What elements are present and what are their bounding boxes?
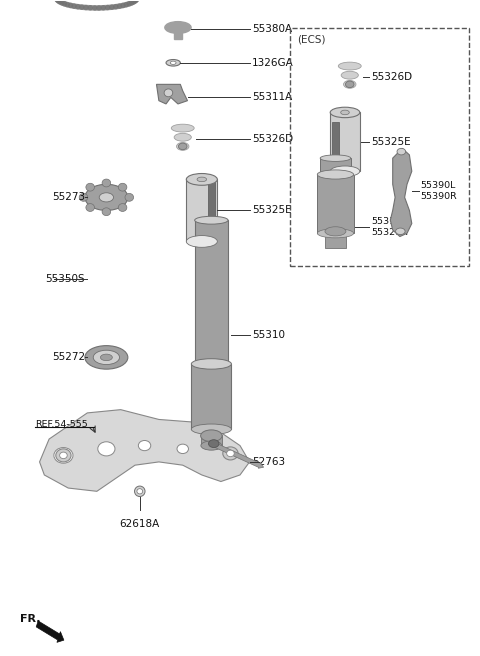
- Bar: [317, 174, 354, 234]
- Ellipse shape: [338, 62, 361, 70]
- Bar: [320, 158, 351, 181]
- FancyArrow shape: [36, 621, 64, 642]
- Ellipse shape: [164, 89, 173, 96]
- Bar: [207, 178, 215, 220]
- Ellipse shape: [118, 203, 127, 211]
- Ellipse shape: [54, 447, 73, 463]
- Ellipse shape: [195, 216, 228, 224]
- Ellipse shape: [223, 447, 238, 459]
- Text: 55325E: 55325E: [252, 205, 291, 215]
- Ellipse shape: [197, 177, 206, 182]
- Ellipse shape: [223, 447, 238, 460]
- Text: 55273: 55273: [52, 192, 85, 202]
- Ellipse shape: [60, 452, 67, 459]
- Ellipse shape: [201, 430, 222, 441]
- Ellipse shape: [192, 359, 231, 369]
- Text: 55326D: 55326D: [371, 72, 412, 81]
- Text: REF.54-555: REF.54-555: [35, 420, 87, 429]
- Text: (ECS): (ECS): [297, 34, 326, 44]
- Ellipse shape: [171, 124, 194, 132]
- Ellipse shape: [192, 424, 231, 434]
- Ellipse shape: [137, 489, 143, 494]
- Ellipse shape: [186, 236, 217, 247]
- Ellipse shape: [56, 449, 71, 462]
- Text: 55311L
55321R: 55311L 55321R: [371, 216, 408, 237]
- Bar: [290, 28, 469, 266]
- Ellipse shape: [397, 148, 406, 155]
- Polygon shape: [390, 148, 412, 237]
- Text: 55380A: 55380A: [252, 24, 292, 34]
- Ellipse shape: [227, 450, 234, 457]
- Ellipse shape: [100, 354, 112, 361]
- Bar: [192, 364, 231, 429]
- Bar: [195, 220, 228, 374]
- Ellipse shape: [125, 194, 133, 201]
- Text: 55310: 55310: [252, 329, 285, 340]
- Polygon shape: [39, 409, 250, 491]
- Ellipse shape: [85, 346, 128, 369]
- Ellipse shape: [341, 72, 359, 79]
- Ellipse shape: [177, 142, 189, 150]
- Ellipse shape: [165, 22, 191, 33]
- Ellipse shape: [102, 208, 111, 216]
- Ellipse shape: [317, 229, 354, 238]
- Ellipse shape: [344, 81, 356, 89]
- Ellipse shape: [86, 203, 95, 211]
- Ellipse shape: [177, 444, 189, 453]
- Ellipse shape: [93, 350, 120, 365]
- Ellipse shape: [98, 441, 115, 456]
- Ellipse shape: [320, 155, 351, 161]
- Ellipse shape: [208, 440, 219, 447]
- Ellipse shape: [179, 143, 187, 150]
- Ellipse shape: [134, 486, 145, 497]
- Ellipse shape: [138, 440, 151, 451]
- Ellipse shape: [346, 81, 354, 88]
- Bar: [174, 26, 182, 39]
- Bar: [332, 122, 339, 158]
- Ellipse shape: [396, 228, 405, 235]
- Ellipse shape: [79, 194, 88, 201]
- Text: 55390L
55390R: 55390L 55390R: [420, 181, 457, 201]
- Ellipse shape: [174, 133, 192, 141]
- Ellipse shape: [99, 193, 114, 202]
- Ellipse shape: [102, 179, 111, 187]
- Ellipse shape: [118, 183, 127, 191]
- Ellipse shape: [170, 61, 176, 64]
- Ellipse shape: [86, 183, 95, 191]
- Text: 55325E: 55325E: [371, 137, 411, 147]
- Ellipse shape: [325, 227, 346, 236]
- Ellipse shape: [201, 441, 222, 450]
- Ellipse shape: [85, 184, 128, 211]
- Bar: [330, 112, 360, 171]
- Bar: [325, 232, 346, 248]
- Text: 62618A: 62618A: [120, 519, 160, 529]
- Text: FR.: FR.: [21, 613, 41, 624]
- Ellipse shape: [317, 170, 354, 179]
- Bar: [201, 435, 222, 445]
- Ellipse shape: [341, 110, 349, 115]
- Polygon shape: [156, 85, 188, 104]
- Text: 55311A: 55311A: [252, 92, 292, 102]
- Ellipse shape: [186, 174, 217, 185]
- Text: 55350S: 55350S: [45, 274, 85, 284]
- Ellipse shape: [166, 60, 180, 66]
- Text: 55272: 55272: [52, 352, 85, 362]
- Ellipse shape: [330, 166, 360, 176]
- Text: 52763: 52763: [252, 457, 285, 467]
- Ellipse shape: [330, 107, 360, 117]
- Bar: [186, 179, 217, 241]
- Text: 55326D: 55326D: [252, 134, 293, 144]
- Text: 1326GA: 1326GA: [252, 58, 294, 68]
- FancyArrow shape: [216, 443, 264, 468]
